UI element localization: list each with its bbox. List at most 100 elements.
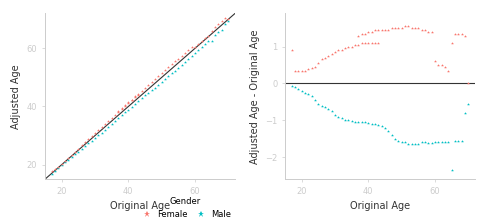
Point	[124, 101, 132, 105]
Point	[114, 110, 122, 114]
Point	[364, 41, 372, 45]
Point	[181, 51, 189, 55]
Point	[314, 102, 322, 106]
Point	[151, 77, 159, 81]
Point	[371, 41, 379, 45]
Point	[394, 26, 402, 30]
Point	[308, 95, 316, 98]
Point	[211, 34, 219, 37]
Point	[291, 85, 299, 89]
Point	[161, 77, 169, 81]
Point	[171, 69, 179, 72]
Point	[134, 92, 142, 95]
Point	[194, 48, 202, 52]
Point	[391, 137, 399, 140]
Point	[201, 37, 209, 40]
Point	[344, 118, 352, 122]
Point	[71, 150, 79, 153]
Point	[398, 141, 406, 144]
Point	[84, 137, 92, 141]
Point	[111, 113, 119, 117]
Point	[318, 104, 326, 107]
Point	[51, 169, 59, 172]
Point	[141, 94, 149, 97]
Point	[64, 156, 72, 159]
Point	[311, 65, 319, 69]
Point	[158, 80, 166, 84]
Point	[58, 164, 66, 167]
Point	[91, 131, 99, 135]
Point	[48, 172, 56, 175]
Point	[94, 134, 102, 137]
Point	[438, 140, 446, 143]
Point	[318, 58, 326, 61]
Point	[224, 19, 232, 23]
Point	[464, 102, 472, 106]
Point	[461, 111, 469, 115]
Point	[104, 119, 112, 123]
Point	[48, 169, 56, 172]
Point	[358, 120, 366, 124]
Point	[131, 95, 139, 98]
Point	[108, 122, 116, 126]
Point	[428, 30, 436, 34]
Point	[131, 96, 139, 99]
Point	[331, 113, 339, 116]
Point	[154, 83, 162, 87]
Point	[374, 41, 382, 45]
Point	[78, 147, 86, 151]
Point	[354, 34, 362, 37]
Point	[384, 129, 392, 133]
Point	[134, 93, 142, 96]
Point	[428, 141, 436, 145]
Point	[314, 61, 322, 65]
Point	[348, 119, 356, 123]
Point	[304, 67, 312, 71]
Point	[114, 110, 122, 113]
Point	[294, 87, 302, 91]
Point	[421, 141, 429, 144]
Point	[414, 142, 422, 146]
Point	[171, 60, 179, 63]
Point	[368, 41, 376, 45]
Point	[164, 65, 172, 69]
Point	[291, 69, 299, 72]
Point	[444, 69, 452, 72]
Point	[424, 30, 432, 34]
Point	[204, 34, 212, 37]
Point	[431, 60, 439, 63]
Point	[214, 31, 222, 34]
Point	[104, 125, 112, 129]
Point	[98, 131, 106, 134]
Point	[84, 142, 92, 145]
Point	[361, 41, 369, 45]
Point	[424, 141, 432, 145]
Point	[88, 134, 96, 138]
Point	[371, 122, 379, 126]
Point	[161, 68, 169, 72]
Point	[464, 82, 472, 85]
Point	[144, 91, 152, 95]
Point	[201, 43, 209, 46]
Point	[204, 40, 212, 43]
Point	[221, 17, 229, 20]
Point	[214, 22, 222, 26]
Point	[321, 56, 329, 59]
Point	[54, 166, 62, 170]
Point	[441, 65, 449, 69]
Point	[448, 41, 456, 45]
Point	[444, 141, 452, 144]
Point	[418, 28, 426, 32]
Point	[338, 117, 345, 120]
Point	[88, 139, 96, 142]
Point	[81, 144, 89, 148]
Point	[344, 45, 352, 48]
Point	[374, 28, 382, 32]
Point	[124, 101, 132, 104]
Point	[371, 28, 379, 32]
Point	[411, 142, 419, 146]
Point	[391, 26, 399, 30]
Point	[71, 153, 79, 156]
Point	[398, 26, 406, 30]
Point	[168, 62, 175, 66]
